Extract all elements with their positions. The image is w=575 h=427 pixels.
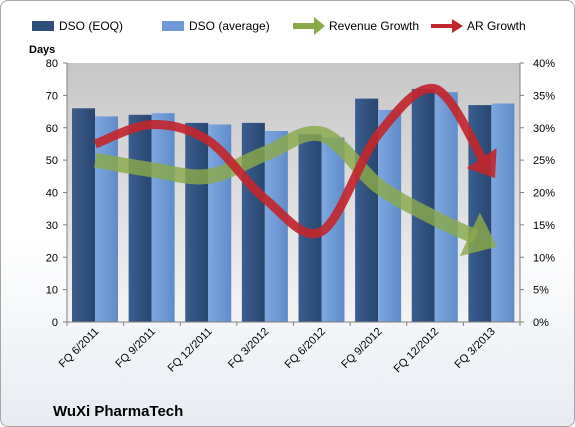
ar-growth-line	[93, 83, 488, 239]
y2-tick-label: 15%	[533, 220, 555, 232]
x-tick-label: FQ 9/2012	[339, 326, 384, 371]
bar-dso-average-7	[491, 103, 515, 322]
x-tick-label: FQ 9/2011	[113, 326, 158, 371]
y2-tick-label: 30%	[533, 123, 555, 135]
y2-tick-label: 35%	[533, 90, 555, 102]
lines-layer	[93, 83, 498, 257]
y-tick-label: 30	[46, 220, 58, 232]
y2-tick-label: 40%	[533, 58, 555, 70]
revenue-growth-arrowhead	[459, 212, 498, 257]
x-tick-label: FQ 3/2013	[453, 326, 498, 371]
y-tick-label: 20	[46, 252, 58, 264]
y2-tick-label: 10%	[533, 252, 555, 264]
legend-label-dso-eoq: DSO (EOQ)	[59, 19, 123, 33]
x-tick-label: FQ 6/2011	[57, 326, 102, 371]
y-tick-label: 50	[46, 155, 58, 167]
bar-dso-eoq-0	[72, 108, 95, 322]
bar-dso-eoq-5	[355, 98, 379, 322]
bar-dso-average-5	[378, 109, 402, 322]
x-tick-label: FQ 12/2012	[392, 326, 442, 376]
y-tick-label: 0	[52, 317, 58, 329]
bar-dso-average-1	[151, 113, 175, 323]
x-tick-label: FQ 3/2012	[226, 326, 271, 371]
legend: DSO (EOQ) DSO (average) Revenue Growth AR G…	[32, 17, 526, 35]
legend-swatch-dso-eoq	[32, 21, 54, 31]
y-tick-label: 60	[46, 123, 58, 135]
y-tick-label: 80	[46, 58, 58, 70]
x-tick-label: FQ 6/2012	[283, 326, 328, 371]
legend-swatch-dso-average	[162, 21, 184, 31]
bar-dso-average-6	[434, 92, 458, 322]
y-tick-label: 70	[46, 90, 58, 102]
bar-dso-average-4	[321, 137, 345, 322]
legend-arrowhead-revenue-growth	[314, 17, 325, 35]
y-axis-title: Days	[29, 44, 55, 56]
x-tick-label: FQ 12/2011	[166, 326, 215, 375]
legend-label-dso-average: DSO (average)	[189, 19, 270, 33]
legend-label-revenue-growth: Revenue Growth	[329, 19, 419, 33]
legend-label-ar-growth: AR Growth	[467, 19, 526, 33]
y2-tick-label: 25%	[533, 155, 555, 167]
y2-tick-label: 0%	[533, 317, 549, 329]
y2-tick-label: 20%	[533, 188, 555, 200]
bar-dso-eoq-3	[241, 122, 265, 322]
bar-dso-average-3	[264, 130, 288, 322]
revenue-growth-line	[94, 125, 479, 244]
ar-growth-arrowhead	[466, 148, 497, 179]
legend-arrowhead-ar-growth	[452, 19, 463, 33]
y-tick-label: 40	[46, 188, 58, 200]
bar-dso-eoq-1	[128, 114, 152, 322]
bar-dso-eoq-4	[298, 134, 322, 322]
y2-tick-label: 5%	[533, 285, 549, 297]
bar-dso-eoq-2	[185, 122, 209, 322]
company-name: WuXi PharmaTech	[53, 403, 183, 420]
y-tick-label: 10	[46, 285, 58, 297]
